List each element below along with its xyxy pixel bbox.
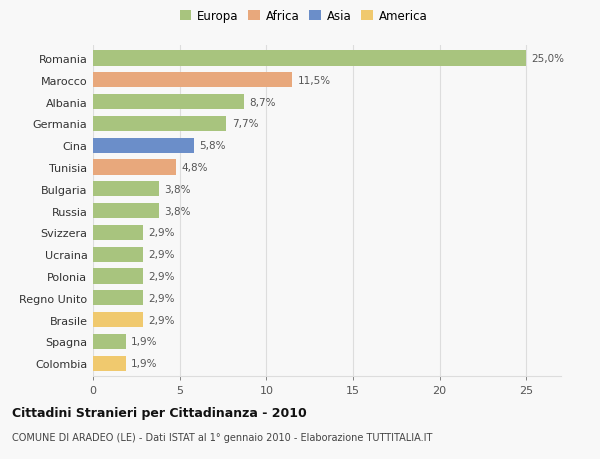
Text: 8,7%: 8,7%	[249, 97, 275, 107]
Bar	[93, 291, 143, 306]
Bar	[93, 312, 143, 327]
Bar	[93, 51, 526, 67]
Bar	[93, 225, 143, 241]
Text: 2,9%: 2,9%	[148, 271, 175, 281]
Text: 2,9%: 2,9%	[148, 228, 175, 238]
Text: 25,0%: 25,0%	[532, 54, 565, 64]
Bar	[93, 138, 194, 153]
Bar	[93, 269, 143, 284]
Text: Cittadini Stranieri per Cittadinanza - 2010: Cittadini Stranieri per Cittadinanza - 2…	[12, 406, 307, 419]
Bar	[93, 356, 126, 371]
Bar	[93, 95, 244, 110]
Text: 3,8%: 3,8%	[164, 206, 191, 216]
Text: 2,9%: 2,9%	[148, 250, 175, 260]
Bar	[93, 73, 292, 88]
Bar	[93, 160, 176, 175]
Text: 1,9%: 1,9%	[131, 358, 158, 368]
Text: 2,9%: 2,9%	[148, 293, 175, 303]
Bar	[93, 182, 159, 197]
Text: 1,9%: 1,9%	[131, 336, 158, 347]
Bar	[93, 334, 126, 349]
Text: 4,8%: 4,8%	[181, 162, 208, 173]
Bar	[93, 203, 159, 219]
Text: 11,5%: 11,5%	[298, 76, 331, 86]
Text: 2,9%: 2,9%	[148, 315, 175, 325]
Bar	[93, 247, 143, 262]
Text: 7,7%: 7,7%	[232, 119, 258, 129]
Text: COMUNE DI ARADEO (LE) - Dati ISTAT al 1° gennaio 2010 - Elaborazione TUTTITALIA.: COMUNE DI ARADEO (LE) - Dati ISTAT al 1°…	[12, 432, 433, 442]
Text: 5,8%: 5,8%	[199, 141, 225, 151]
Text: 3,8%: 3,8%	[164, 185, 191, 195]
Bar	[93, 117, 226, 132]
Legend: Europa, Africa, Asia, America: Europa, Africa, Asia, America	[175, 6, 432, 28]
